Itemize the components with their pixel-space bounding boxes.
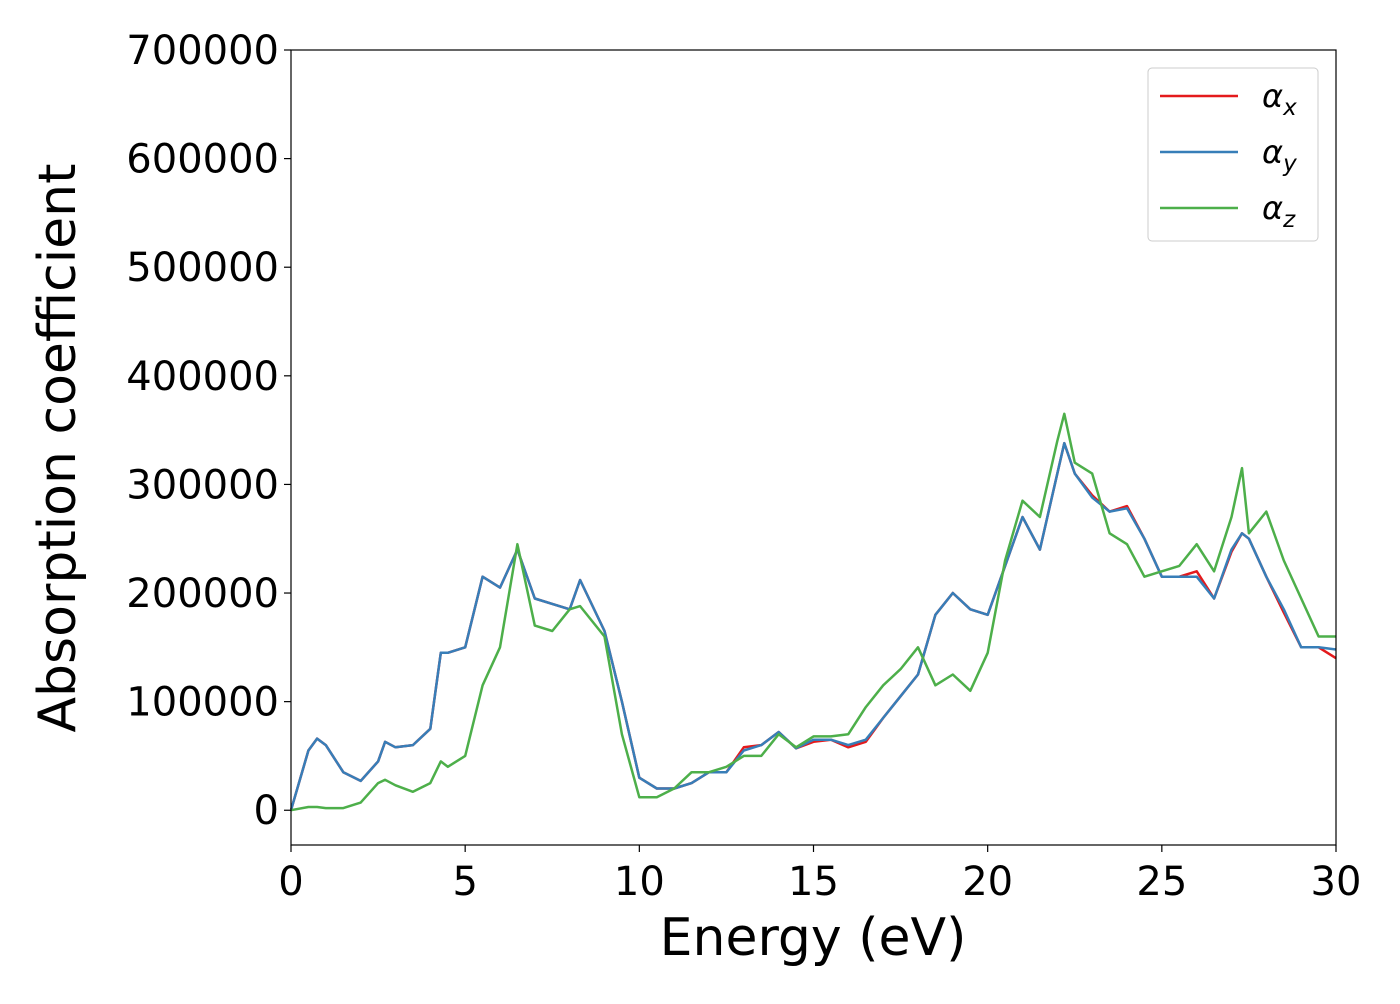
x-axis-label: Energy (eV)	[660, 908, 967, 968]
legend-label: αz	[1262, 189, 1296, 233]
y-tick-label: 500000	[126, 245, 279, 291]
x-tick-label: 25	[1136, 859, 1187, 905]
y-axis-label: Absorption coefficient	[28, 163, 88, 732]
plot-frame	[290, 49, 1337, 846]
y-tick-label: 700000	[126, 28, 279, 74]
x-tick-label: 5	[452, 859, 477, 905]
y-tick-label: 0	[254, 788, 279, 834]
legend-label: αy	[1262, 133, 1297, 177]
series-line	[289, 441, 1337, 811]
y-tick-label: 200000	[126, 571, 279, 617]
x-tick-label: 10	[614, 859, 665, 905]
series-line	[289, 441, 1337, 811]
legend-label: αx	[1262, 77, 1297, 121]
y-tick-label: 100000	[126, 680, 279, 726]
legend-box	[1147, 67, 1319, 242]
y-tick-label: 600000	[126, 137, 279, 183]
series-line	[290, 412, 1336, 812]
x-tick-label: 20	[962, 859, 1013, 905]
y-tick-label: 400000	[126, 354, 279, 400]
x-tick-label: 15	[788, 859, 839, 905]
x-tick-label: 30	[1311, 859, 1362, 905]
y-tick-label: 300000	[126, 462, 279, 508]
x-tick-label: 0	[278, 859, 303, 905]
